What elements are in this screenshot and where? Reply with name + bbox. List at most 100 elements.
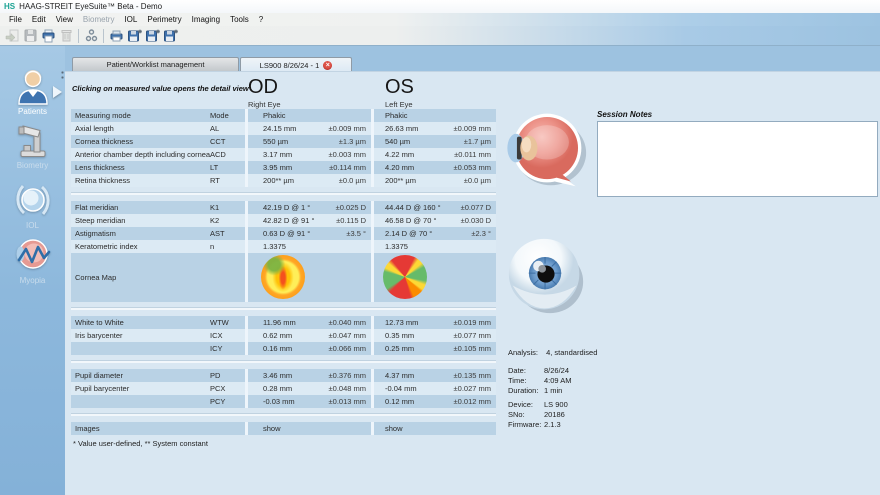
od-value[interactable]: 3.95 mm bbox=[263, 163, 293, 172]
parameter-label: Images bbox=[75, 424, 100, 433]
iol-lens-icon bbox=[15, 185, 50, 215]
export-save-3-icon[interactable] bbox=[161, 27, 179, 44]
os-show-link[interactable]: show bbox=[385, 424, 403, 433]
od-value[interactable]: 0.28 mm bbox=[263, 384, 293, 393]
menu-item-edit[interactable]: Edit bbox=[31, 15, 46, 24]
print-icon[interactable] bbox=[39, 27, 57, 44]
cornea-map-os[interactable] bbox=[383, 255, 427, 299]
tab-ls900-exam[interactable]: LS900 8/26/24 - 1 × bbox=[240, 57, 352, 72]
measurement-row: Cornea thickness CCT 550 µm ±1.3 µm 540 µm ±1… bbox=[71, 135, 496, 148]
tab-close-icon[interactable]: × bbox=[323, 60, 333, 70]
footnote: * Value user-defined, ** System constant bbox=[73, 439, 208, 448]
od-value[interactable]: 11.96 mm bbox=[263, 318, 296, 327]
os-value[interactable]: 4.37 mm bbox=[385, 371, 415, 380]
menu-item-tools[interactable]: Tools bbox=[230, 15, 249, 24]
od-cell: 0.62 mm ±0.047 mm bbox=[245, 329, 371, 342]
menu-item-view[interactable]: View bbox=[55, 15, 73, 24]
od-name: Right Eye bbox=[248, 100, 281, 109]
os-value[interactable]: 4.22 mm bbox=[385, 150, 415, 159]
measurement-table: Measuring mode Mode Phakic Phakic Axial leng… bbox=[71, 109, 496, 448]
od-value[interactable]: 3.46 mm bbox=[263, 371, 293, 380]
od-value[interactable]: -0.03 mm bbox=[263, 397, 295, 406]
os-value[interactable]: 1.3375 bbox=[385, 242, 408, 251]
os-value[interactable]: 44.44 D @ 160 ° bbox=[385, 203, 441, 212]
mode-code: CCT bbox=[210, 137, 226, 146]
os-header: OS Left Eye bbox=[385, 77, 414, 110]
os-uncertainty: ±0.011 mm bbox=[454, 150, 491, 159]
od-value[interactable]: 200** µm bbox=[263, 176, 295, 185]
od-value[interactable]: 42.19 D @ 1 ° bbox=[263, 203, 311, 212]
row-label-cell: Astigmatism AST bbox=[71, 227, 245, 240]
export-save-1-icon[interactable] bbox=[125, 27, 143, 44]
menu-item-file[interactable]: File bbox=[9, 15, 22, 24]
parameter-label: White to White bbox=[75, 318, 124, 327]
od-uncertainty: ±0.0 µm bbox=[338, 176, 366, 185]
od-value[interactable]: 1.3375 bbox=[263, 242, 286, 251]
os-value[interactable]: 12.73 mm bbox=[385, 318, 419, 327]
od-value[interactable]: 0.16 mm bbox=[263, 344, 293, 353]
info-label: Device: bbox=[508, 400, 534, 409]
od-value[interactable]: 0.63 D @ 91 ° bbox=[263, 229, 311, 238]
os-value[interactable]: 540 µm bbox=[385, 137, 411, 146]
menu-item-help[interactable]: ? bbox=[258, 15, 264, 24]
sidebar-item-biometry[interactable]: Biometry bbox=[0, 122, 65, 170]
workspace: Patients Biometry bbox=[0, 46, 880, 495]
od-show-link[interactable]: show bbox=[263, 424, 281, 433]
session-notes-input[interactable] bbox=[597, 121, 878, 197]
sidebar-item-myopia[interactable]: Myopia bbox=[0, 235, 65, 285]
od-value[interactable]: 3.17 mm bbox=[263, 150, 293, 159]
measurement-row: Pupil diameter PD 3.46 mm ±0.376 mm 4.37 mm ±… bbox=[71, 369, 496, 382]
splitter-handle[interactable] bbox=[61, 70, 64, 80]
measurement-row: ICY 0.16 mm ±0.066 mm 0.25 mm ±0.105 mm bbox=[71, 342, 496, 355]
mode-code: RT bbox=[210, 176, 220, 185]
os-value[interactable]: 2.14 D @ 70 ° bbox=[385, 229, 433, 238]
info-label: Firmware: bbox=[508, 420, 542, 429]
measurement-row: Iris barycenter ICX 0.62 mm ±0.047 mm 0.35 m… bbox=[71, 329, 496, 342]
od-value[interactable]: 0.62 mm bbox=[263, 331, 293, 340]
print-report-icon[interactable] bbox=[107, 27, 125, 44]
sidebar-item-patients[interactable]: Patients bbox=[0, 66, 65, 116]
os-name: Left Eye bbox=[385, 100, 413, 109]
os-value[interactable]: 26.63 mm bbox=[385, 124, 419, 133]
info-row: Duration: 1 min bbox=[508, 386, 572, 396]
os-cell: 4.20 mm ±0.053 mm bbox=[371, 161, 496, 174]
os-cell: 12.73 mm ±0.019 mm bbox=[371, 316, 496, 329]
od-uncertainty: ±0.013 mm bbox=[328, 397, 366, 406]
od-cell: 1.3375 bbox=[245, 240, 371, 253]
row-label-cell: Axial length AL bbox=[71, 122, 245, 135]
os-value[interactable]: 4.20 mm bbox=[385, 163, 415, 172]
mode-code: LT bbox=[210, 163, 219, 172]
od-cell: 0.28 mm ±0.048 mm bbox=[245, 382, 371, 395]
cornea-map-od[interactable] bbox=[261, 255, 305, 299]
mode-code: K1 bbox=[210, 203, 220, 212]
os-value[interactable]: 46.58 D @ 70 ° bbox=[385, 216, 437, 225]
os-value[interactable]: 0.12 mm bbox=[385, 397, 415, 406]
os-cell: 2.14 D @ 70 ° ±2.3 ° bbox=[371, 227, 496, 240]
os-value[interactable]: 0.35 mm bbox=[385, 331, 415, 340]
menu-item-iol[interactable]: IOL bbox=[124, 15, 138, 24]
tab-patient-worklist[interactable]: Patient/Worklist management bbox=[72, 57, 239, 71]
parameter-label: Astigmatism bbox=[75, 229, 116, 238]
od-cell: 3.95 mm ±0.114 mm bbox=[245, 161, 371, 174]
toolbar-separator bbox=[103, 28, 104, 43]
os-value[interactable]: -0.04 mm bbox=[385, 384, 417, 393]
os-value[interactable]: Phakic bbox=[385, 111, 408, 120]
export-save-2-icon[interactable] bbox=[143, 27, 161, 44]
menu-item-imaging[interactable]: Imaging bbox=[191, 15, 221, 24]
os-value[interactable]: 200** µm bbox=[385, 176, 417, 185]
sidebar-expander-arrow-icon[interactable] bbox=[53, 86, 62, 98]
os-value[interactable]: 0.25 mm bbox=[385, 344, 415, 353]
connections-icon[interactable] bbox=[82, 27, 100, 44]
info-label: Time: bbox=[508, 376, 527, 385]
od-value[interactable]: Phakic bbox=[263, 111, 286, 120]
od-value[interactable]: 42.82 D @ 91 ° bbox=[263, 216, 315, 225]
od-value[interactable]: 24.15 mm bbox=[263, 124, 297, 133]
od-uncertainty: ±0.115 D bbox=[336, 216, 366, 225]
od-value[interactable]: 550 µm bbox=[263, 137, 289, 146]
os-cell: 4.22 mm ±0.011 mm bbox=[371, 148, 496, 161]
info-row: Date: 8/26/24 bbox=[508, 366, 572, 376]
biometry-device-icon bbox=[18, 125, 45, 157]
info-row: Device: LS 900 bbox=[508, 400, 572, 410]
menu-item-perimetry[interactable]: Perimetry bbox=[147, 15, 182, 24]
sidebar-item-iol[interactable]: IOL bbox=[0, 180, 65, 230]
